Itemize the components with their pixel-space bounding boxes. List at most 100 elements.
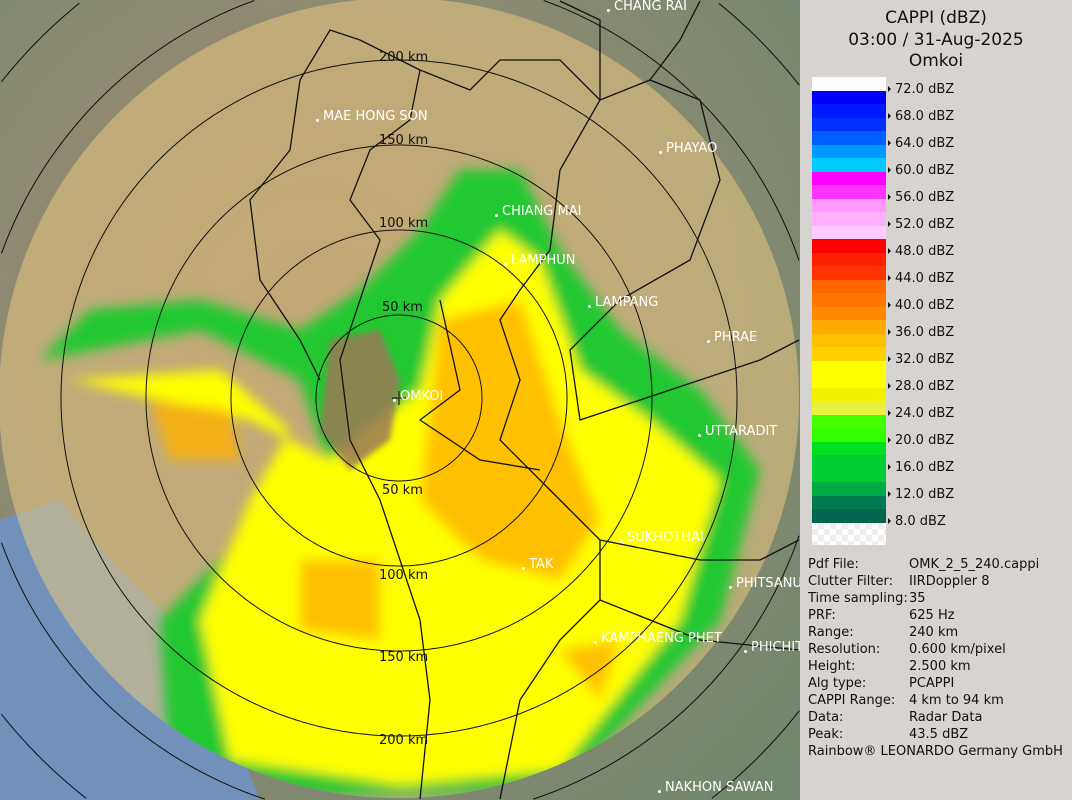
radar-map[interactable]: OMKOI 50 km 50 km 100 km 100 km 150 km 1…: [0, 0, 800, 800]
rain-orange: [150, 300, 620, 700]
legend-tick-label: 28.0 dBZ: [888, 379, 954, 394]
legend-bands: [812, 77, 886, 523]
legend-tick-label: 20.0 dBZ: [888, 433, 954, 448]
legend-tick-label: 36.0 dBZ: [888, 325, 954, 340]
metadata-key: Height:: [808, 659, 856, 674]
metadata-row: Peak: 43.5 dBZ: [808, 726, 1039, 743]
legend-band: [812, 306, 886, 320]
ring-label-50-south: 50 km: [382, 483, 423, 498]
legend-band: [812, 468, 886, 482]
legend-band: [812, 104, 886, 118]
ring-100: [230, 229, 568, 567]
legend-band: [812, 158, 886, 172]
legend-band: [812, 225, 886, 239]
site-name: Omkoi: [908, 51, 964, 71]
legend-band: [812, 212, 886, 226]
legend-tick-label: 52.0 dBZ: [888, 217, 954, 232]
metadata-key: CAPPI Range:: [808, 693, 896, 708]
legend-band: [812, 185, 886, 199]
legend-tick-label: 68.0 dBZ: [888, 109, 954, 124]
metadata-row: Alg type: PCAPPI: [808, 675, 1039, 692]
city-label: UTTARADIT: [698, 425, 777, 439]
metadata-key: Data:: [808, 710, 844, 725]
legend-band: [812, 198, 886, 212]
ring-250: [1, 0, 800, 800]
city-label: LAMPHUN: [504, 254, 576, 268]
metadata-value: 43.5 dBZ: [909, 727, 969, 742]
legend-band: [812, 387, 886, 401]
metadata-row: Range: 240 km: [808, 624, 1039, 641]
legend-tick-label: 40.0 dBZ: [888, 298, 954, 313]
legend-band: [812, 320, 886, 334]
ring-300: [1, 2, 800, 799]
legend-band: [812, 455, 886, 469]
copyright: Rainbow® LEONARDO Germany GmbH: [808, 744, 1063, 759]
metadata-key: Pdf File:: [808, 557, 859, 572]
metadata-value: 0.600 km/pixel: [909, 642, 1006, 657]
legend-band: [812, 495, 886, 509]
city-label: PHITSANU: [729, 577, 800, 591]
legend-band: [812, 279, 886, 293]
ring-label-50-north: 50 km: [382, 300, 423, 315]
metadata-value: Radar Data: [909, 710, 983, 725]
color-legend: [812, 77, 886, 545]
legend-tick-label: 12.0 dBZ: [888, 487, 954, 502]
legend-tick-label: 72.0 dBZ: [888, 82, 954, 97]
metadata-key: Clutter Filter:: [808, 574, 893, 589]
metadata-key: PRF:: [808, 608, 836, 623]
ring-label-200-south: 200 km: [379, 733, 429, 748]
legend-tick-label: 32.0 dBZ: [888, 352, 954, 367]
legend-band: [812, 90, 886, 104]
metadata-row: Height: 2.500 km: [808, 658, 1039, 675]
radar-label: OMKOI: [393, 390, 443, 404]
legend-tick-label: 16.0 dBZ: [888, 460, 954, 475]
province-borders: [249, 0, 800, 800]
legend-band: [812, 441, 886, 455]
precipitation: [40, 170, 760, 795]
metadata-value: 2.500 km: [909, 659, 971, 674]
city-label: NAKHON SAWAN: [658, 781, 773, 795]
legend-tick-label: 64.0 dBZ: [888, 136, 954, 151]
legend-band: [812, 171, 886, 185]
city-label: CHIANG MAI: [495, 205, 581, 219]
legend-band: [812, 360, 886, 374]
legend-band: [812, 414, 886, 428]
legend-band: [812, 117, 886, 131]
metadata-row: Clutter Filter: IIRDoppler 8: [808, 573, 1039, 590]
city-label: KAMPHAENG PHET: [594, 632, 722, 646]
legend-tick-label: 44.0 dBZ: [888, 271, 954, 286]
metadata-row: Data: Radar Data: [808, 709, 1039, 726]
metadata-row: CAPPI Range: 4 km to 94 km: [808, 692, 1039, 709]
legend-band: [812, 401, 886, 415]
legend-band: [812, 347, 886, 361]
city-label: PHAYAO: [659, 142, 717, 156]
legend-tick-label: 8.0 dBZ: [888, 514, 946, 529]
ring-200: [60, 59, 738, 737]
metadata-key: Range:: [808, 625, 854, 640]
radar-map-graphics: [0, 0, 800, 800]
legend-band: [812, 374, 886, 388]
metadata-value: IIRDoppler 8: [909, 574, 990, 589]
metadata-value: OMK_2_5_240.cappi: [909, 557, 1040, 572]
ring-label-100-north: 100 km: [379, 216, 429, 231]
metadata-value: 240 km: [909, 625, 959, 640]
metadata-row: PRF: 625 Hz: [808, 607, 1039, 624]
range-rings: [1, 0, 800, 800]
metadata-key: Alg type:: [808, 676, 867, 691]
city-label: CHANG RAI: [607, 0, 687, 14]
legend-band: [812, 333, 886, 347]
metadata-row: Pdf File: OMK_2_5_240.cappi: [808, 556, 1039, 573]
datetime: 03:00 / 31-Aug-2025: [848, 30, 1024, 50]
legend-band: [812, 239, 886, 253]
city-label: SUKHOTHAI: [620, 531, 704, 545]
metadata-value: PCAPPI: [909, 676, 955, 691]
metadata-value: 35: [909, 591, 926, 606]
legend-tick-label: 48.0 dBZ: [888, 244, 954, 259]
metadata-table: Pdf File: OMK_2_5_240.cappi Clutter Filter…: [808, 556, 1039, 743]
legend-band: [812, 266, 886, 280]
metadata-key: Time sampling:: [808, 591, 908, 606]
city-label: PHRAE: [707, 331, 757, 345]
legend-tick-label: 60.0 dBZ: [888, 163, 954, 178]
product-title: CAPPI (dBZ): [885, 8, 987, 28]
metadata-value: 625 Hz: [909, 608, 955, 623]
